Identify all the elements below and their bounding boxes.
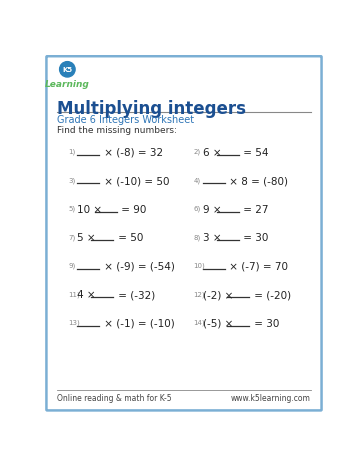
Text: 14): 14) <box>194 319 205 325</box>
Text: Find the missing numbers:: Find the missing numbers: <box>57 125 177 134</box>
Text: Multiplying integers: Multiplying integers <box>57 100 246 118</box>
Text: × (-10) = 50: × (-10) = 50 <box>101 176 169 186</box>
Text: 6): 6) <box>194 206 201 212</box>
Text: × (-7) = 70: × (-7) = 70 <box>226 261 288 271</box>
Text: 7): 7) <box>68 234 75 240</box>
Text: (-5) ×: (-5) × <box>203 318 237 328</box>
Text: × (-9) = (-54): × (-9) = (-54) <box>101 261 174 271</box>
Text: 5): 5) <box>68 206 75 212</box>
Text: × (-8) = 32: × (-8) = 32 <box>101 147 163 157</box>
Text: = 90: = 90 <box>118 204 146 214</box>
Text: 13): 13) <box>68 319 80 325</box>
Text: = 27: = 27 <box>240 204 269 214</box>
Text: 9 ×: 9 × <box>203 204 225 214</box>
Text: 3 ×: 3 × <box>203 233 225 243</box>
Text: = (-20): = (-20) <box>251 289 291 300</box>
Text: 10 ×: 10 × <box>78 204 106 214</box>
Text: 5 ×: 5 × <box>78 233 99 243</box>
Text: 1): 1) <box>68 149 75 155</box>
Text: = (-32): = (-32) <box>115 289 155 300</box>
Text: 11): 11) <box>68 291 80 297</box>
Text: (-2) ×: (-2) × <box>203 289 237 300</box>
Text: 12): 12) <box>194 291 205 297</box>
Text: Online reading & math for K-5: Online reading & math for K-5 <box>57 394 172 403</box>
Text: www.k5learning.com: www.k5learning.com <box>231 394 311 403</box>
Text: 4 ×: 4 × <box>78 289 99 300</box>
Text: 6 ×: 6 × <box>203 147 225 157</box>
Text: = 30: = 30 <box>251 318 279 328</box>
Text: × 8 = (-80): × 8 = (-80) <box>226 176 288 186</box>
Text: = 54: = 54 <box>240 147 269 157</box>
Text: 9): 9) <box>68 262 75 269</box>
Text: 8): 8) <box>194 234 201 240</box>
Text: = 30: = 30 <box>240 233 269 243</box>
Circle shape <box>60 63 75 78</box>
Text: Grade 6 Integers Worksheet: Grade 6 Integers Worksheet <box>57 115 195 125</box>
Text: Learning: Learning <box>45 79 90 88</box>
Text: = 50: = 50 <box>115 233 143 243</box>
Text: 3): 3) <box>68 177 75 183</box>
FancyBboxPatch shape <box>46 57 322 411</box>
Text: 4): 4) <box>194 177 201 183</box>
Text: × (-1) = (-10): × (-1) = (-10) <box>101 318 174 328</box>
Text: K5: K5 <box>62 67 73 73</box>
Text: 10): 10) <box>194 262 205 269</box>
Text: 2): 2) <box>194 149 201 155</box>
